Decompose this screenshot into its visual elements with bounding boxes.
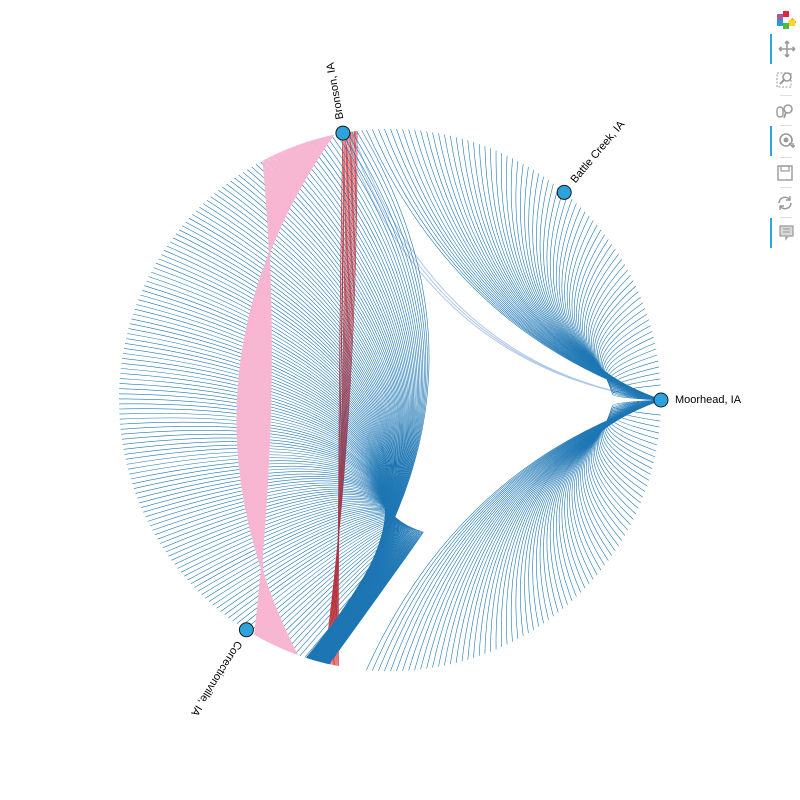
edge-line	[336, 132, 345, 666]
node-label-moorhead: Moorhead, IA	[675, 394, 742, 406]
edge-line	[584, 399, 662, 546]
edge-line	[586, 259, 662, 401]
tap-tool[interactable]	[770, 126, 800, 156]
hover-tool[interactable]	[770, 218, 800, 248]
edge-line	[602, 319, 662, 401]
edge-line	[306, 141, 414, 659]
edge-line	[611, 399, 662, 416]
chord-diagram[interactable]: Bronson, IA Battle Creek, IA Moorhead, IA C…	[0, 0, 760, 800]
edge-line	[595, 399, 662, 509]
edge-line	[306, 130, 430, 658]
edge-line	[390, 399, 662, 672]
bokeh-logo[interactable]	[770, 4, 800, 34]
edge-line	[564, 211, 662, 401]
node-bronson[interactable]	[335, 125, 351, 141]
edge-line	[351, 131, 662, 401]
edge-line	[408, 399, 662, 671]
edge-line	[594, 399, 662, 515]
wheel-zoom-icon	[776, 104, 793, 119]
save-icon	[777, 165, 793, 181]
edge-line	[591, 399, 662, 526]
reset-tool[interactable]	[770, 188, 800, 218]
edge-line	[610, 399, 662, 428]
save-tool[interactable]	[770, 158, 800, 188]
edge-line	[603, 325, 662, 401]
edge-line	[546, 187, 662, 401]
edge-line	[372, 129, 662, 401]
edge-line	[610, 372, 662, 401]
bokeh-logo-icon	[777, 11, 796, 29]
edge-line	[599, 308, 662, 401]
node-layer	[238, 125, 669, 638]
edge-layer	[118, 128, 662, 672]
edge-line	[390, 128, 662, 401]
edge-line	[586, 399, 662, 541]
edge-line	[408, 129, 662, 401]
edge-line	[254, 160, 272, 635]
edge-line	[584, 254, 662, 401]
edge-line	[347, 132, 662, 401]
edge-line	[549, 191, 662, 401]
wheel-zoom-tool[interactable]	[770, 96, 800, 126]
hover-icon	[779, 225, 794, 241]
edge-line	[598, 399, 662, 498]
edge-line	[591, 274, 662, 401]
reset-icon	[778, 196, 792, 210]
edge-line	[595, 291, 662, 401]
edge-line	[582, 249, 662, 401]
edge-line	[366, 399, 662, 671]
edge-line	[330, 131, 351, 665]
edge-line	[598, 302, 662, 401]
node-battle_creek[interactable]	[556, 184, 572, 200]
node-label-bronson: Bronson, IA	[324, 61, 346, 120]
node-correctionville[interactable]	[238, 622, 254, 638]
edge-line	[604, 331, 662, 401]
edge-line	[596, 296, 662, 401]
edge-line	[326, 131, 355, 664]
edge-line	[609, 360, 662, 401]
edge-line	[609, 366, 662, 401]
edge-line	[601, 313, 662, 401]
node-label-correctionville: Correctionville, IA	[188, 639, 244, 719]
edge-line	[582, 399, 662, 551]
pan-icon	[778, 40, 796, 58]
edge-line	[564, 399, 662, 589]
pan-tool[interactable]	[770, 34, 800, 64]
tap-icon	[779, 133, 795, 148]
edge-line	[327, 131, 354, 664]
edge-line	[611, 399, 662, 422]
edge-line	[611, 384, 662, 401]
edge-line	[611, 378, 662, 401]
edge-line	[332, 132, 349, 666]
node-moorhead[interactable]	[653, 392, 669, 408]
edge-line	[546, 399, 662, 613]
edge-line	[549, 399, 662, 609]
plot-toolbar	[770, 0, 800, 260]
node-label-battle_creek: Battle Creek, IA	[569, 118, 628, 185]
box-zoom-tool[interactable]	[770, 64, 800, 94]
box-zoom-icon	[776, 72, 792, 88]
edge-line	[594, 285, 662, 401]
